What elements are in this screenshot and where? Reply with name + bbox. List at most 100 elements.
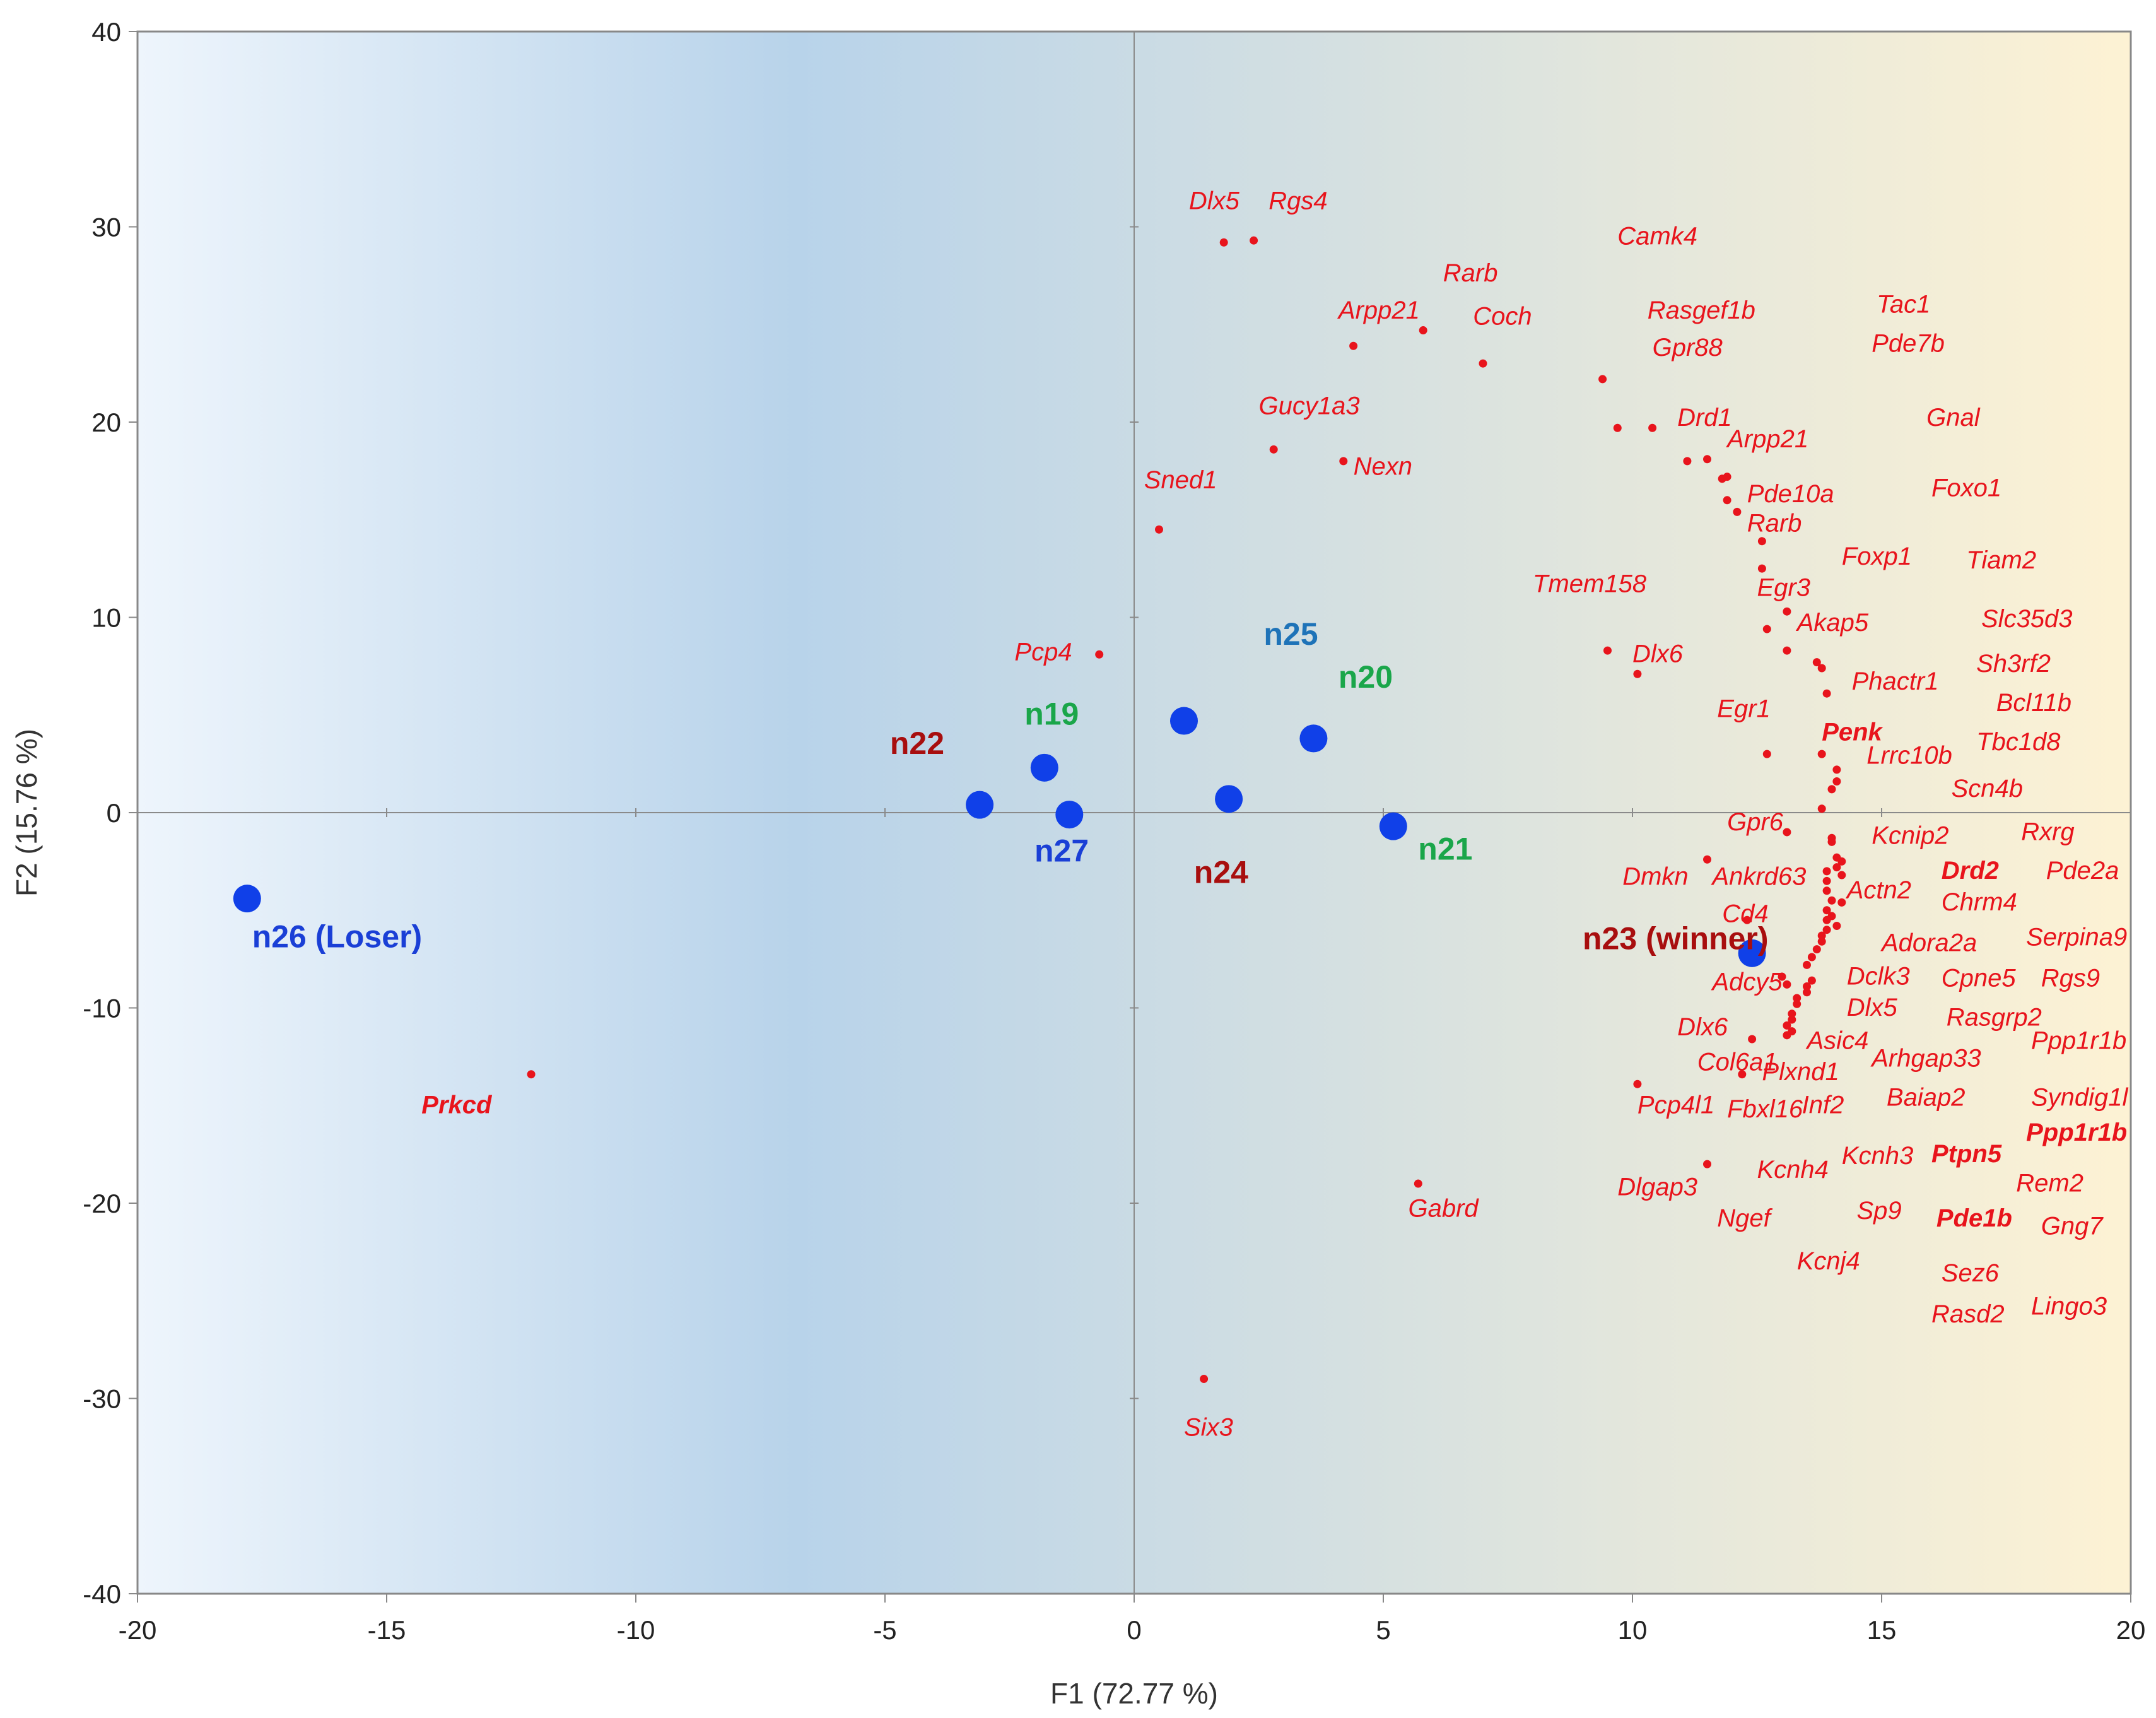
sample-label: n19 <box>1024 697 1079 732</box>
gene-point <box>1803 982 1811 991</box>
sample-point <box>1379 812 1407 840</box>
gene-point <box>1783 980 1791 989</box>
y-tick-label: 10 <box>91 603 121 633</box>
gene-label: Fbxl16 <box>1727 1095 1803 1123</box>
gene-labels: Dlx5 Rgs4 Camk4 Rarb Arpp21 Coch Rasgef1b Tac1 G… <box>421 187 2128 1442</box>
gene-label: Foxp1 <box>1842 543 1912 570</box>
x-axis-ticks: -20 -15 -10 -5 0 5 10 15 20 <box>119 808 2146 1645</box>
gene-point <box>1743 915 1752 924</box>
gene-point <box>1723 473 1731 481</box>
gene-point <box>1733 507 1742 516</box>
gene-point <box>1832 922 1841 931</box>
x-tick-label: -10 <box>617 1615 655 1645</box>
gene-label: Cpne5 <box>1942 964 2017 992</box>
gene-point <box>1757 564 1766 573</box>
gene-point <box>1349 341 1358 350</box>
gene-point <box>1603 646 1612 655</box>
gene-point <box>1783 828 1791 837</box>
sample-point <box>1170 707 1198 735</box>
gene-label: Syndig1l <box>2031 1083 2129 1111</box>
gene-point <box>1817 937 1826 946</box>
gene-point <box>1155 525 1163 534</box>
gene-point <box>1822 906 1831 915</box>
gene-label: Dlx6 <box>1677 1013 1728 1041</box>
sample-label: n24 <box>1194 854 1248 890</box>
gene-point <box>1762 625 1771 633</box>
gene-label: Dmkn <box>1622 863 1688 891</box>
gene-label: Actn2 <box>1846 876 1911 904</box>
gene-label: Tac1 <box>1877 291 1930 319</box>
gene-label: Lingo3 <box>2031 1292 2107 1320</box>
gene-label: Ngef <box>1717 1204 1772 1232</box>
gene-label: Adora2a <box>1880 929 1977 957</box>
gene-point <box>1414 1179 1422 1188</box>
gene-point <box>1788 1015 1796 1024</box>
gene-point <box>1419 326 1427 335</box>
sample-point <box>966 791 994 819</box>
zero-axis-lines <box>138 32 2131 1594</box>
x-tick-label: 15 <box>1867 1615 1897 1645</box>
gene-point <box>1803 988 1811 997</box>
gene-label: Dlx5 <box>1189 187 1240 215</box>
y-tick-label: 0 <box>107 798 121 828</box>
gene-point <box>1832 863 1841 872</box>
gene-label: Arpp21 <box>1726 425 1808 453</box>
gene-label: Rasgrp2 <box>1947 1003 2042 1031</box>
gene-label: Kcnh3 <box>1842 1142 1913 1170</box>
x-tick-label: 20 <box>2116 1615 2146 1645</box>
gene-point <box>1703 1160 1711 1168</box>
gene-label: Sned1 <box>1144 466 1217 494</box>
gene-label: Penk <box>1822 718 1883 746</box>
sample-label: n26 (Loser) <box>252 919 423 955</box>
gene-point <box>1788 1009 1796 1018</box>
gene-label: Dlx6 <box>1632 640 1684 668</box>
sample-label: n21 <box>1418 831 1472 866</box>
gene-point <box>1250 236 1258 245</box>
x-tick-label: -15 <box>368 1615 406 1645</box>
gene-point <box>1832 765 1841 774</box>
gene-label: Tiam2 <box>1966 546 2036 574</box>
sample-point <box>1299 724 1328 753</box>
gene-label: Col6a1 <box>1697 1049 1778 1076</box>
gene-point <box>1648 423 1657 432</box>
gene-point <box>1817 931 1826 940</box>
sample-point <box>1738 939 1766 967</box>
y-tick-label: 30 <box>91 213 121 242</box>
gene-point <box>1748 1035 1757 1044</box>
gene-label: Gnal <box>1926 404 1981 432</box>
gene-point <box>1269 445 1278 454</box>
gene-label: Rasd2 <box>1931 1300 2005 1328</box>
gene-label: Dlgap3 <box>1617 1174 1697 1201</box>
gene-label: Kcnip2 <box>1872 822 1948 850</box>
gene-point <box>1723 496 1731 505</box>
gene-label: Dlx5 <box>1847 994 1898 1021</box>
gene-label: Akap5 <box>1796 609 1869 637</box>
x-tick-label: -20 <box>119 1615 157 1645</box>
gene-point <box>1219 238 1228 247</box>
gene-label: Slc35d3 <box>1981 605 2073 633</box>
gene-label: Arpp21 <box>1337 297 1420 324</box>
sample-labels: n26 (Loser) n22 n19 n27 n25 n24 n20 n21 n23 (win… <box>252 616 1769 956</box>
sample-label: n22 <box>890 726 944 761</box>
gene-point <box>1783 1021 1791 1030</box>
gene-label: Ankrd63 <box>1711 863 1806 891</box>
gene-point <box>1200 1375 1209 1384</box>
gene-label: Sp9 <box>1857 1197 1902 1225</box>
gene-label: Cd4 <box>1722 900 1768 927</box>
gene-point <box>1837 898 1846 907</box>
gene-point <box>1783 1031 1791 1040</box>
gene-label: Gpr88 <box>1653 334 1723 362</box>
gene-label: Coch <box>1473 302 1532 330</box>
gene-point <box>1793 994 1802 1003</box>
gene-point <box>1817 664 1826 673</box>
y-axis-title: F2 (15.76 %) <box>10 729 43 897</box>
gene-label: Kcnh4 <box>1757 1156 1829 1184</box>
gene-point <box>1832 777 1841 785</box>
gene-label: Sez6 <box>1942 1259 2000 1287</box>
gene-label: Kcnj4 <box>1797 1247 1860 1275</box>
y-tick-label: -40 <box>83 1579 121 1609</box>
gene-label: Pcp4l1 <box>1638 1091 1714 1119</box>
x-tick-label: 0 <box>1127 1615 1141 1645</box>
gene-label: Rgs4 <box>1268 187 1327 215</box>
gene-point <box>1822 876 1831 885</box>
